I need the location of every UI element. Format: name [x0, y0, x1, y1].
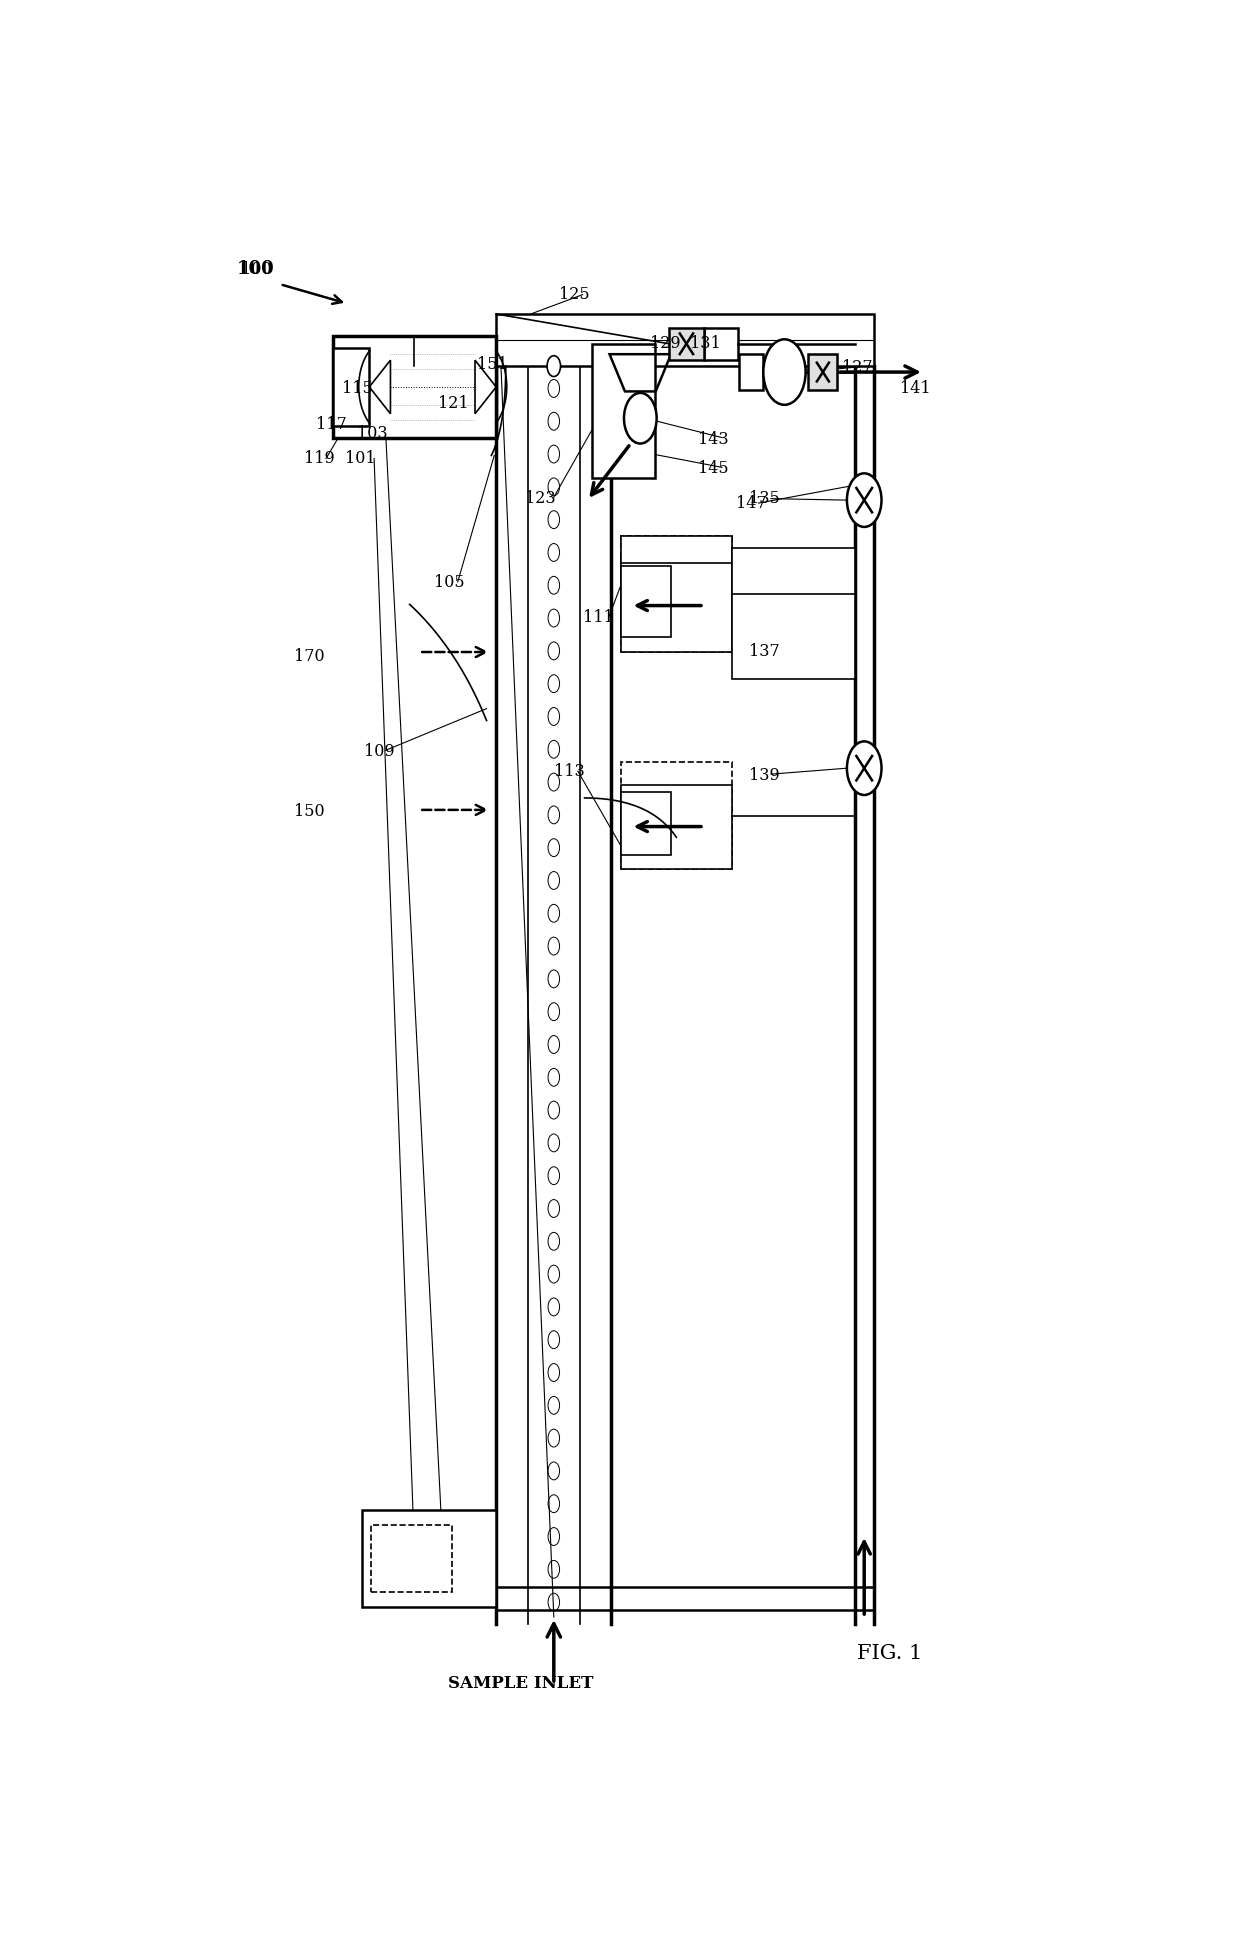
- Bar: [732, 547, 854, 679]
- Bar: [496, 313, 874, 366]
- Text: 127: 127: [842, 360, 873, 375]
- Bar: [621, 785, 732, 870]
- Text: 131: 131: [691, 335, 720, 352]
- Text: 100: 100: [237, 259, 274, 278]
- Text: 170: 170: [294, 648, 325, 665]
- Text: 145: 145: [698, 460, 729, 478]
- Bar: [621, 536, 732, 652]
- Circle shape: [847, 741, 882, 795]
- Text: 151: 151: [477, 356, 507, 373]
- Bar: [621, 762, 732, 870]
- Bar: [704, 327, 738, 360]
- Bar: [739, 354, 764, 391]
- Text: 100: 100: [242, 261, 272, 278]
- Circle shape: [624, 393, 657, 443]
- Bar: [371, 1524, 451, 1592]
- Bar: [332, 337, 496, 437]
- Text: 141: 141: [900, 379, 930, 396]
- Circle shape: [547, 356, 560, 377]
- Circle shape: [847, 474, 882, 526]
- Text: 150: 150: [294, 803, 325, 820]
- Bar: [332, 348, 370, 425]
- Text: 147: 147: [737, 495, 768, 513]
- Text: 101: 101: [345, 451, 376, 466]
- Text: 139: 139: [749, 768, 780, 783]
- Text: 115: 115: [342, 379, 373, 396]
- Text: 117: 117: [316, 416, 347, 433]
- Text: 111: 111: [583, 609, 614, 627]
- Text: SAMPLE INLET: SAMPLE INLET: [448, 1675, 594, 1692]
- Bar: [621, 793, 671, 855]
- Text: 137: 137: [749, 644, 780, 661]
- Text: 105: 105: [434, 574, 464, 590]
- Bar: [670, 327, 704, 360]
- Bar: [621, 536, 732, 563]
- Text: 113: 113: [554, 762, 584, 779]
- Bar: [808, 354, 837, 391]
- Text: 121: 121: [439, 395, 469, 412]
- Text: 129: 129: [650, 335, 681, 352]
- Bar: [593, 344, 655, 478]
- Bar: [621, 559, 732, 652]
- Text: 109: 109: [365, 743, 396, 760]
- Text: 125: 125: [558, 286, 589, 304]
- Text: 135: 135: [749, 489, 780, 507]
- Text: 119: 119: [304, 451, 335, 466]
- Bar: [621, 565, 671, 636]
- Text: 123: 123: [525, 489, 556, 507]
- Bar: [362, 1510, 496, 1607]
- Text: FIG. 1: FIG. 1: [857, 1644, 921, 1663]
- Text: 103: 103: [357, 425, 387, 441]
- Text: 143: 143: [698, 431, 729, 447]
- Circle shape: [764, 338, 806, 404]
